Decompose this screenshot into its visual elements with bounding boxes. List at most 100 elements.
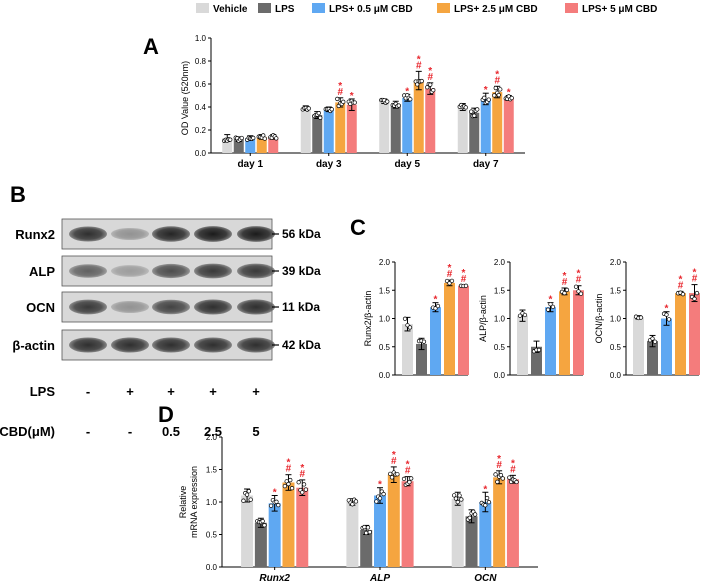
significance-star: * — [495, 69, 499, 80]
data-point — [282, 483, 288, 489]
significance-star: * — [405, 86, 409, 97]
bar — [300, 108, 311, 153]
y-axis-label-line: mRNA expression — [189, 466, 199, 538]
data-point — [564, 287, 570, 293]
significance-star: * — [549, 295, 553, 306]
data-point — [306, 106, 311, 111]
chart-d: 0.00.51.01.52.0*#*#*Runx2*#*#*ALP*#*#*OC… — [178, 433, 538, 584]
data-point — [694, 290, 700, 296]
data-point — [274, 136, 279, 141]
blot-band — [152, 337, 190, 353]
bar — [506, 479, 519, 567]
legend-label: Vehicle — [213, 4, 248, 15]
significance-star: * — [679, 274, 683, 285]
y-tick-label: 0.0 — [195, 149, 207, 158]
data-point — [352, 100, 357, 105]
data-point — [455, 499, 460, 505]
bar — [689, 293, 700, 375]
significance-star: * — [273, 488, 277, 499]
data-point — [241, 498, 246, 503]
kda-label: 56 kDa — [282, 227, 321, 241]
bar — [416, 343, 427, 375]
kda-label: 39 kDa — [282, 264, 321, 278]
data-point — [276, 502, 281, 508]
panel-label-c: C — [350, 215, 366, 240]
data-point — [335, 96, 340, 102]
significance-star: * — [406, 460, 410, 471]
y-tick-label: 1.5 — [494, 286, 506, 295]
y-axis-label: RelativemRNA expression — [178, 466, 199, 538]
data-point — [419, 78, 424, 84]
data-point — [496, 92, 501, 98]
data-point — [286, 481, 291, 487]
data-point — [350, 502, 355, 507]
blot-band — [69, 226, 107, 242]
y-tick-label: 0.5 — [610, 343, 622, 352]
data-point — [367, 529, 372, 535]
bar — [233, 139, 244, 153]
significance-star: * — [434, 295, 438, 306]
data-point — [664, 312, 669, 317]
blot-band — [194, 226, 232, 242]
significance-hash: # — [405, 466, 411, 477]
kda-label: 42 kDa — [282, 338, 321, 352]
data-point — [545, 307, 551, 312]
blot-band — [111, 265, 149, 277]
data-point — [576, 289, 581, 294]
y-tick-label: 0.8 — [195, 57, 207, 66]
data-point — [495, 479, 500, 484]
significance-star: * — [497, 454, 501, 465]
protein-label: OCN — [26, 300, 55, 315]
bar — [346, 104, 357, 153]
western-blot: Runx2 56 kDa ALP 39 kDa OCN 11 kDa β-actin 42 k… — [0, 218, 321, 439]
bar — [222, 138, 233, 153]
blot-band — [111, 337, 149, 353]
data-point — [289, 485, 295, 491]
y-tick-label: 0.0 — [494, 371, 506, 380]
data-point — [459, 497, 464, 502]
data-point — [692, 296, 697, 301]
significance-hash: # — [427, 72, 433, 83]
bar — [479, 502, 492, 567]
lps-value: + — [126, 384, 134, 399]
data-point — [251, 135, 256, 141]
y-tick-label: 1.0 — [494, 315, 506, 324]
data-point — [362, 524, 367, 530]
y-tick-label: 2.0 — [379, 258, 391, 267]
legend-label: LPS — [275, 4, 295, 15]
y-tick-label: 0.0 — [379, 371, 391, 380]
lps-value: + — [252, 384, 260, 399]
significance-star: * — [507, 88, 511, 99]
cbd-value: 0.5 — [162, 424, 180, 439]
bar — [647, 341, 658, 375]
bar — [531, 346, 542, 375]
significance-star: * — [392, 450, 396, 461]
bar — [268, 136, 279, 153]
y-tick-label: 0.5 — [494, 343, 506, 352]
significance-star: * — [350, 91, 354, 102]
panel-label-a: A — [143, 34, 159, 59]
data-point — [517, 313, 523, 318]
data-point — [385, 99, 390, 104]
data-point — [472, 512, 478, 517]
significance-hash: # — [692, 274, 698, 285]
significance-hash: # — [299, 469, 305, 480]
significance-star: * — [428, 66, 432, 77]
data-point — [680, 292, 686, 297]
y-axis-label-line: Relative — [178, 486, 188, 519]
data-point — [408, 97, 413, 102]
blot-band — [237, 299, 275, 315]
data-point — [435, 303, 441, 309]
y-tick-label: 2.0 — [206, 433, 218, 442]
bar — [312, 115, 323, 153]
panel-label-d: D — [158, 402, 174, 427]
data-point — [381, 491, 386, 497]
cbd-label: CBD(μM) — [0, 424, 55, 439]
data-point — [498, 87, 503, 92]
data-point — [318, 115, 323, 120]
data-point — [449, 278, 455, 283]
blot-band — [194, 337, 232, 353]
data-point — [374, 499, 379, 504]
data-point — [421, 339, 427, 344]
